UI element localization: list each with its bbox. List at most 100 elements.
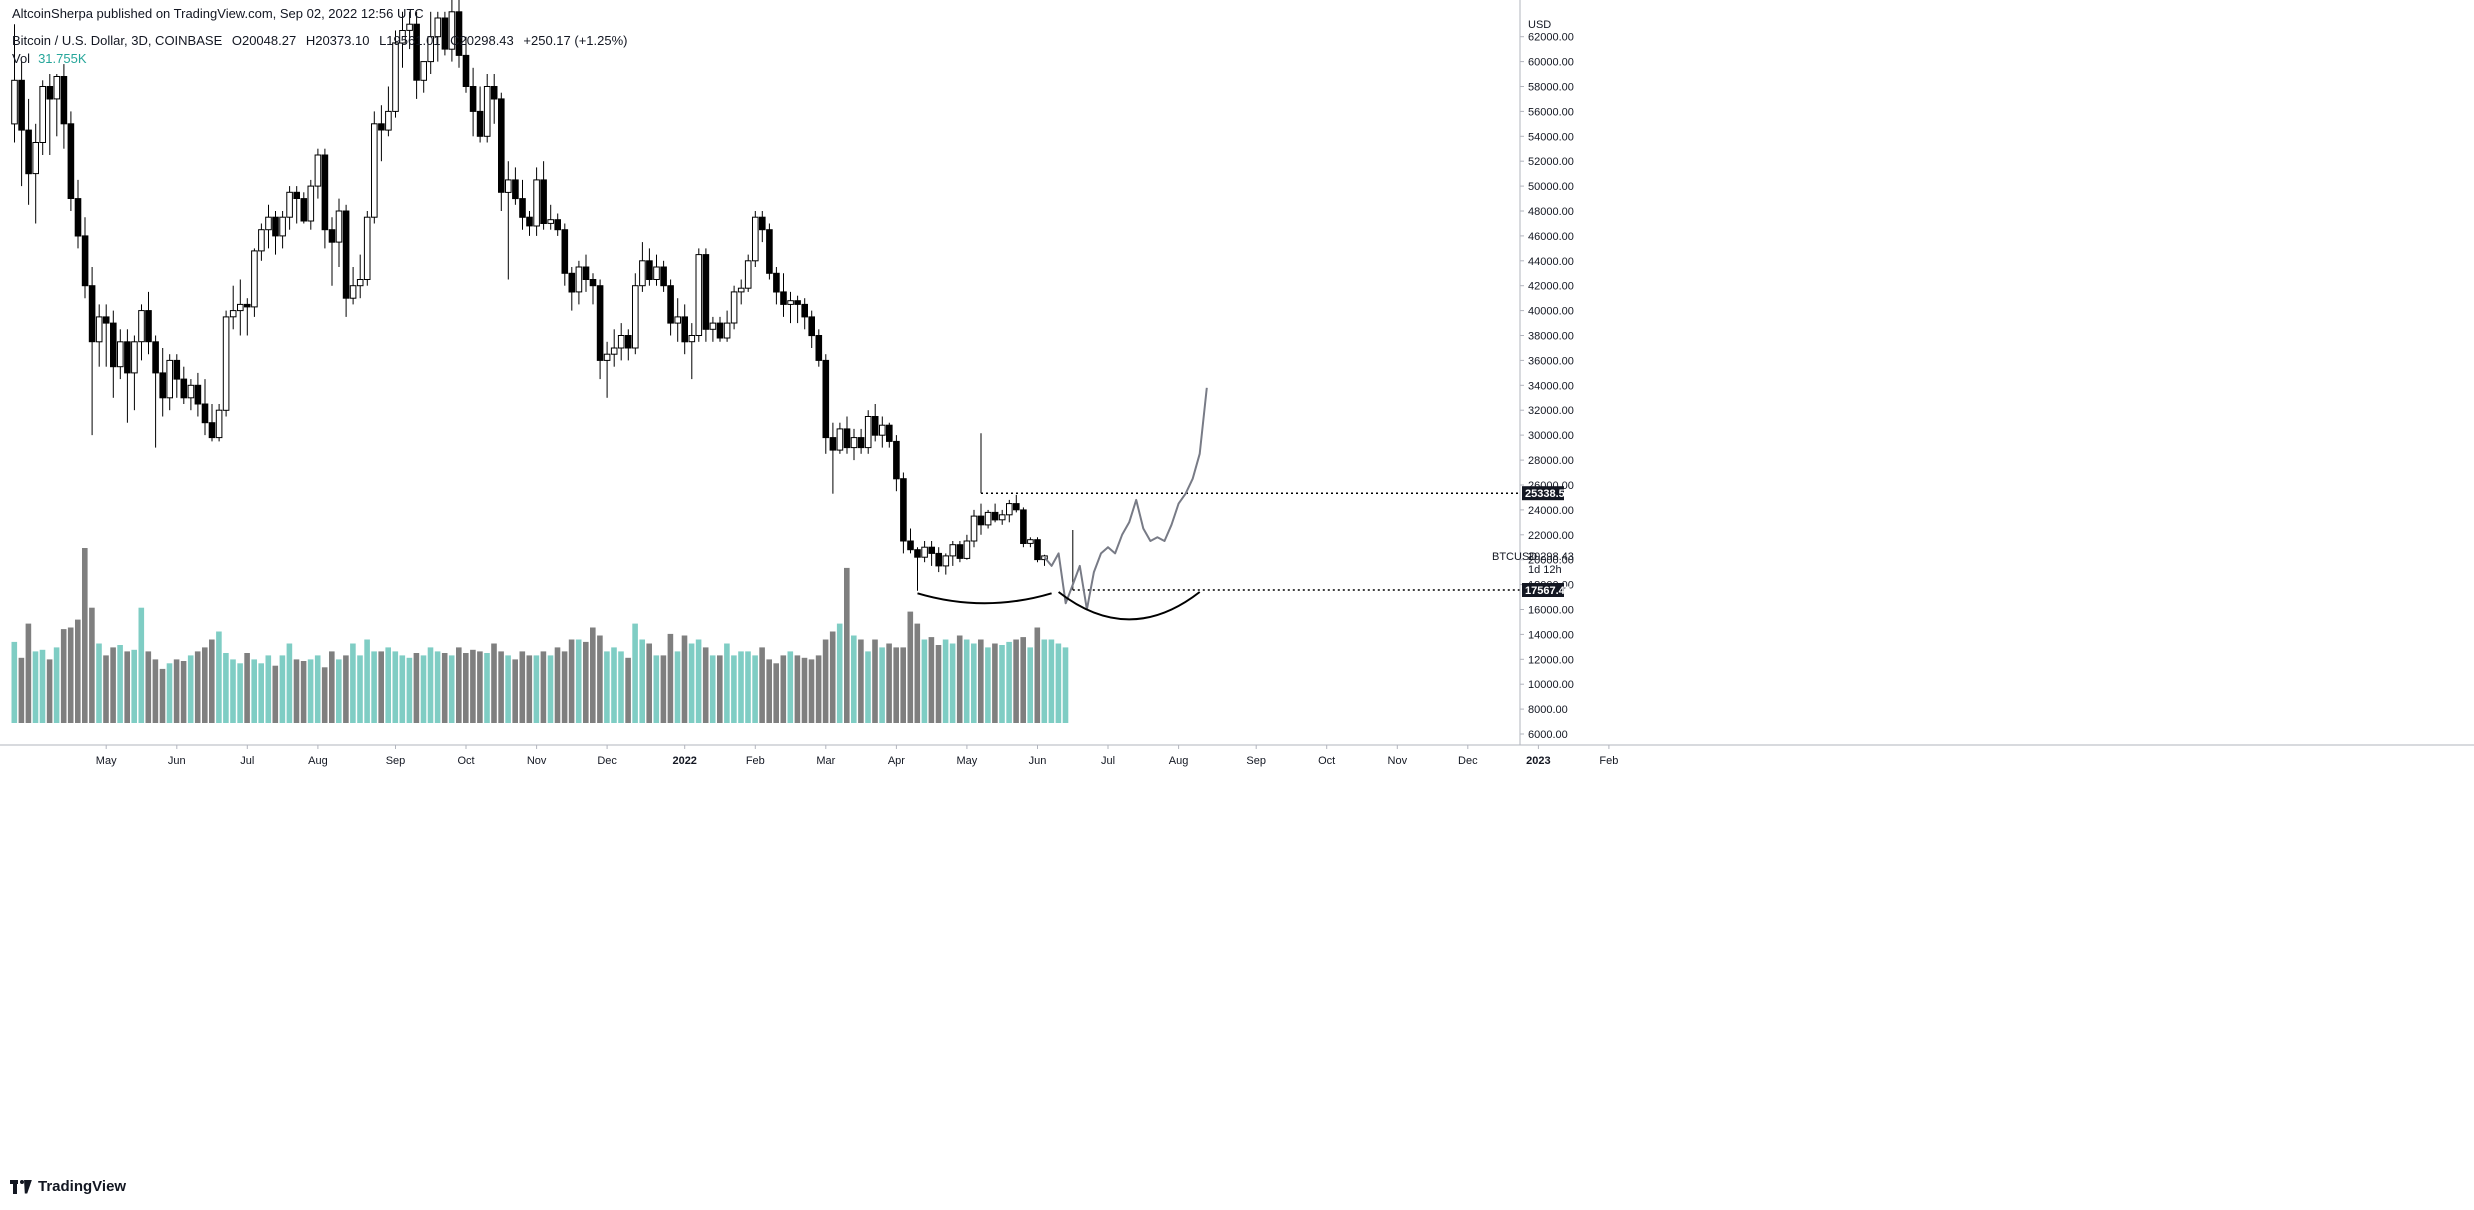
volume-bar (491, 643, 497, 723)
candle-body (95, 316, 103, 343)
time-tick-label: Sep (1246, 755, 1266, 767)
candle-body (632, 285, 639, 349)
volume-bar (688, 643, 695, 723)
time-tick-label: Sep (386, 755, 406, 767)
candle-body (11, 79, 18, 125)
volume-bar (484, 653, 490, 723)
last-price-value: 20298.43 (1528, 551, 1574, 563)
volume-bar (82, 548, 88, 723)
volume-bar (978, 639, 984, 723)
candle-body (723, 322, 731, 339)
volume-bar (180, 661, 187, 723)
level-price-label: 25338.53 (1525, 488, 1571, 500)
open-value: O20048.27 (231, 33, 297, 48)
plot-area (11, 0, 1520, 723)
candle-body (314, 154, 322, 187)
candle-body (67, 123, 75, 199)
volume-bar (103, 655, 109, 723)
volume-bar (872, 639, 878, 723)
volume-bar (314, 655, 321, 723)
candle-body (145, 310, 152, 343)
volume-bar (378, 651, 384, 723)
candle-body (237, 303, 244, 312)
volume-bar (456, 647, 462, 723)
price-tick-label: 14000.00 (1528, 629, 1574, 641)
candle-body (773, 272, 780, 293)
candle-body (857, 437, 865, 449)
volume-bar (561, 651, 568, 723)
price-tick-label: 48000.00 (1528, 206, 1574, 218)
volume-bar (434, 651, 441, 723)
volume-bar (145, 651, 152, 723)
candle-body (1020, 509, 1027, 544)
volume-bar (660, 655, 667, 723)
time-tick-label: Aug (1169, 755, 1189, 767)
candle-body (589, 279, 597, 287)
price-tick-label: 6000.00 (1528, 729, 1568, 741)
candle-body (822, 359, 830, 439)
price-tick-label: 62000.00 (1528, 32, 1574, 44)
volume-bar (914, 623, 921, 723)
candle-body (356, 279, 364, 287)
candle-body (533, 179, 540, 227)
candle-body (526, 216, 533, 227)
candle-body (667, 285, 674, 324)
candle-body (970, 515, 978, 542)
volume-bar (724, 643, 730, 723)
volume-bar (533, 655, 540, 723)
volume-bar (787, 651, 794, 723)
volume-bar (632, 623, 638, 723)
volume-bar (695, 639, 702, 723)
volume-bar (60, 629, 67, 723)
brand-logo[interactable]: TradingView (10, 1178, 126, 1195)
volume-bar (159, 668, 166, 723)
candle-body (18, 79, 25, 131)
volume-bar (67, 627, 74, 723)
candle-body (582, 266, 590, 280)
candle-body (328, 229, 336, 243)
volume-bar (244, 653, 250, 723)
price-tick-label: 46000.00 (1528, 231, 1574, 243)
candle-body (519, 198, 526, 218)
volume-bar (935, 645, 942, 723)
candle-body (117, 341, 124, 368)
volume-bar (166, 663, 173, 723)
candle-body (378, 123, 385, 131)
time-tick-label: Dec (597, 755, 617, 767)
candle-body (547, 219, 555, 224)
candle-body (371, 123, 378, 218)
candle-body (462, 54, 470, 88)
candle-body (420, 61, 427, 81)
candle-body (505, 179, 512, 193)
price-tick-label: 42000.00 (1528, 281, 1574, 293)
time-tick-label: Aug (308, 755, 328, 767)
candle-body (1006, 503, 1013, 516)
volume-bar (194, 651, 201, 723)
volume-bar (265, 655, 272, 723)
volume-bar (279, 655, 286, 723)
volume-bar (956, 635, 963, 723)
candle-body (1027, 539, 1034, 544)
candle-body (893, 440, 900, 480)
price-tick-label: 58000.00 (1528, 82, 1574, 94)
candle-body (575, 266, 583, 293)
volume-bar (590, 627, 596, 723)
volume-bar (731, 655, 737, 723)
candle-body (540, 179, 547, 224)
volume-bar (237, 663, 243, 723)
volume-bar (272, 665, 279, 723)
volume-bar (89, 607, 95, 723)
candle-body (32, 142, 40, 175)
volume-bar (286, 643, 293, 723)
candle-body (744, 260, 752, 289)
volume-bar (646, 643, 652, 723)
candle-body (138, 310, 145, 343)
volume-bar (999, 645, 1005, 723)
volume-bar (32, 651, 39, 723)
candle-body (483, 86, 491, 137)
volume-bar (209, 639, 215, 723)
candle-body (102, 316, 110, 324)
candle-body (963, 540, 971, 559)
